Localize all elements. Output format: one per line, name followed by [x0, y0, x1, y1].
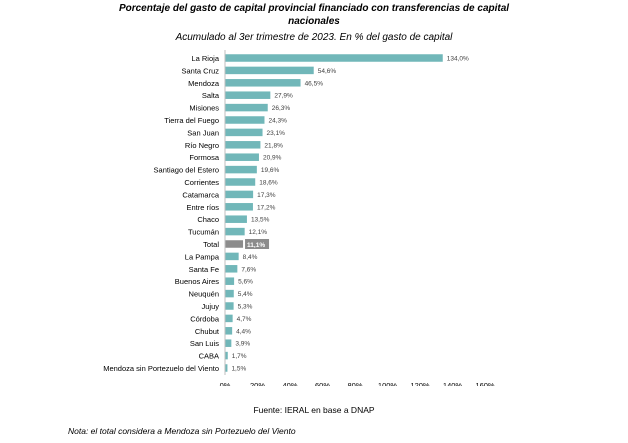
value-label: 46,5% [305, 80, 324, 87]
x-tick-label: 140% [443, 381, 463, 386]
value-label: 134,0% [447, 56, 469, 63]
bar [225, 116, 265, 124]
bar [225, 265, 238, 273]
category-label: Salta [202, 91, 220, 100]
bar [225, 178, 256, 186]
category-label: Corrientes [184, 178, 219, 187]
bar [225, 165, 257, 174]
category-label: Catamarca [182, 190, 220, 199]
value-label: 54,6% [318, 68, 337, 75]
source-text: Fuente: IERAL en base a DNAP [253, 405, 375, 415]
value-label: 17,2% [257, 204, 276, 211]
bar-chart: La Rioja 134,0% Santa Cruz 54,6% Mendoza 46,5… [103, 50, 495, 386]
x-tick-label: 160% [475, 381, 495, 386]
category-label: Chubut [195, 327, 220, 336]
category-label: La Rioja [191, 54, 219, 63]
bar [225, 215, 247, 223]
note-text: Nota: el total considera a Mendoza sin P… [68, 426, 296, 436]
value-label: 1,7% [232, 353, 247, 360]
category-label: Tierra del Fuego [164, 116, 219, 125]
bar [225, 54, 443, 62]
value-label: 20,9% [263, 155, 282, 162]
category-label: Jujuy [201, 302, 219, 311]
category-label: Santa Fe [189, 265, 219, 274]
bar [225, 364, 228, 372]
bar [225, 227, 245, 236]
bar [225, 351, 228, 360]
value-label: 19,6% [261, 167, 280, 174]
category-label: San Juan [187, 128, 219, 137]
bar [225, 66, 314, 75]
chart-title-line-1: Porcentaje del gasto de capital provinci… [118, 3, 510, 14]
value-label: 26,3% [272, 105, 291, 112]
value-label: 23,1% [267, 130, 286, 137]
value-label: 18,6% [259, 180, 278, 187]
value-label: 12,1% [249, 229, 268, 236]
value-label: 5,3% [238, 304, 253, 311]
category-label: Tucumán [188, 228, 219, 237]
chart-subtitle: Acumulado al 3er trimestre de 2023. En %… [175, 32, 453, 43]
category-label: Entre ríos [186, 203, 219, 212]
x-tick-label: 100% [378, 381, 398, 386]
value-label: 5,6% [238, 279, 253, 286]
value-label: 1,5% [231, 366, 246, 373]
value-label: 11,1% [247, 242, 265, 249]
bar [225, 153, 259, 161]
bar [225, 91, 271, 99]
x-tick-label: 20% [250, 381, 265, 386]
value-label: 17,3% [257, 192, 276, 199]
category-label: Mendoza [188, 79, 220, 88]
category-label: Neuquén [189, 290, 219, 299]
bar [225, 302, 234, 310]
bar [225, 141, 261, 149]
value-label: 4,7% [237, 316, 252, 323]
bar [225, 339, 232, 347]
value-label: 7,6% [241, 266, 256, 273]
bar [225, 327, 233, 335]
category-label: CABA [199, 352, 219, 361]
value-label: 5,4% [238, 291, 253, 298]
x-tick-label: 60% [315, 381, 330, 386]
category-label: Misiones [189, 104, 219, 113]
value-label: 13,5% [251, 217, 270, 224]
chart-title-line-2: nacionales [288, 16, 340, 27]
category-label: La Pampa [185, 252, 220, 261]
x-tick-label: 120% [410, 381, 430, 386]
bar [225, 289, 234, 298]
category-label: Santiago del Estero [154, 166, 219, 175]
bar [225, 79, 301, 87]
x-tick-label: 40% [282, 381, 297, 386]
category-label: Santa Cruz [181, 66, 219, 75]
value-label: 8,4% [243, 254, 258, 261]
x-tick-label: 0% [220, 381, 231, 386]
value-label: 3,9% [235, 341, 250, 348]
category-label: Mendoza sin Portezuelo del Viento [103, 364, 219, 373]
bar [225, 190, 254, 199]
bar [225, 103, 268, 112]
value-label-background [245, 239, 270, 249]
bar [225, 128, 263, 137]
value-label: 27,9% [274, 93, 293, 100]
category-label: San Luis [190, 339, 219, 348]
value-label: 4,4% [236, 328, 251, 335]
bar [225, 252, 239, 261]
bar [225, 314, 233, 323]
x-tick-label: 80% [347, 381, 362, 386]
bar [225, 277, 235, 285]
category-label: Formosa [189, 153, 219, 162]
value-label: 24,3% [268, 118, 287, 125]
value-label: 21,8% [264, 142, 283, 149]
category-label: Total [203, 240, 219, 249]
category-label: Buenos Aires [175, 277, 219, 286]
category-label: Córdoba [190, 314, 220, 323]
bar [225, 203, 253, 211]
category-label: Chaco [197, 215, 219, 224]
category-label: Río Negro [185, 141, 219, 150]
bar [225, 240, 244, 248]
